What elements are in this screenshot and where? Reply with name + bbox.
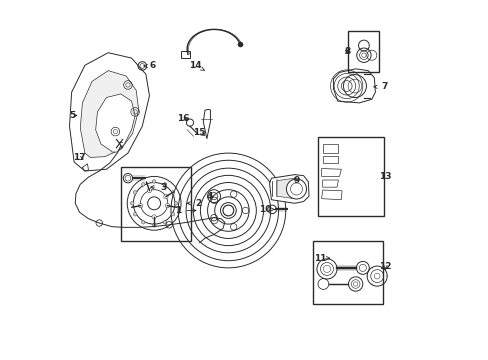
Text: 6: 6 xyxy=(144,62,156,71)
Circle shape xyxy=(163,220,166,224)
Circle shape xyxy=(141,183,144,186)
Bar xyxy=(121,167,190,241)
Text: 16: 16 xyxy=(177,114,189,123)
Circle shape xyxy=(171,212,175,216)
Bar xyxy=(317,137,384,216)
Text: 4: 4 xyxy=(206,192,213,201)
Polygon shape xyxy=(323,156,337,163)
Text: 14: 14 xyxy=(188,61,204,70)
Circle shape xyxy=(174,202,178,205)
Text: 12: 12 xyxy=(378,262,391,271)
Circle shape xyxy=(286,179,306,199)
Text: 15: 15 xyxy=(193,128,205,137)
Text: 5: 5 xyxy=(69,111,77,120)
Polygon shape xyxy=(322,180,338,187)
Circle shape xyxy=(138,203,142,208)
Circle shape xyxy=(163,183,166,186)
Text: 3: 3 xyxy=(150,183,166,192)
Circle shape xyxy=(133,190,137,194)
Circle shape xyxy=(152,224,156,227)
Circle shape xyxy=(152,215,156,219)
Circle shape xyxy=(133,212,137,216)
Polygon shape xyxy=(80,71,139,157)
Polygon shape xyxy=(269,175,308,203)
Polygon shape xyxy=(323,144,337,153)
Circle shape xyxy=(152,180,156,183)
Polygon shape xyxy=(203,109,210,139)
Polygon shape xyxy=(69,53,149,171)
Text: 7: 7 xyxy=(373,82,387,91)
Text: 11: 11 xyxy=(313,254,329,263)
Polygon shape xyxy=(321,190,341,200)
Circle shape xyxy=(141,220,144,224)
Text: 1: 1 xyxy=(175,206,196,215)
Polygon shape xyxy=(333,69,375,103)
Circle shape xyxy=(171,190,175,194)
Circle shape xyxy=(147,188,151,193)
Text: 13: 13 xyxy=(378,172,390,181)
Circle shape xyxy=(165,203,169,208)
Circle shape xyxy=(163,194,168,199)
Polygon shape xyxy=(96,94,135,152)
Polygon shape xyxy=(321,168,341,176)
Text: 9: 9 xyxy=(293,176,299,185)
Text: 8: 8 xyxy=(344,48,350,57)
Text: 10: 10 xyxy=(258,205,274,214)
Text: 17: 17 xyxy=(73,153,86,162)
Text: 2: 2 xyxy=(187,199,201,208)
Bar xyxy=(312,241,382,304)
Circle shape xyxy=(130,202,134,205)
Polygon shape xyxy=(276,178,300,199)
Bar xyxy=(181,51,189,58)
Bar xyxy=(348,31,378,72)
